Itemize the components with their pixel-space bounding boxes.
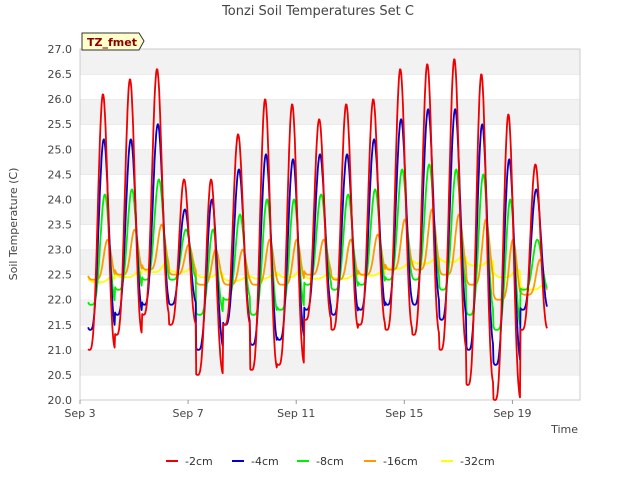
plot-frame	[79, 48, 581, 401]
y-tick-label: 25.0	[48, 143, 73, 156]
legend-label: -8cm	[316, 455, 344, 468]
y-tick-label: 22.0	[48, 294, 73, 307]
x-tick-label: Sep 19	[493, 407, 531, 420]
plot-band	[80, 49, 580, 75]
y-tick-label: 20.0	[48, 394, 73, 407]
y-tick-label: 24.5	[48, 168, 73, 181]
y-tick-label: 23.5	[48, 219, 73, 232]
legend-label: -32cm	[460, 455, 495, 468]
series-line-2cmcm	[87, 58, 548, 401]
plot-band	[80, 124, 580, 150]
y-tick-label: 27.0	[48, 43, 73, 56]
y-axis-label: Soil Temperature (C)	[7, 168, 20, 281]
y-tick-label: 26.5	[48, 68, 73, 81]
y-tick-label: 22.5	[48, 269, 73, 282]
y-axis-ticks: 20.0 20.5 21.0 21.5 22.0 22.5 23.0 23.5 24.0 24.5…	[48, 43, 73, 407]
y-tick-label: 25.5	[48, 118, 73, 131]
site-tag-label: TZ_fmet	[87, 36, 137, 49]
x-tick-label: Sep 3	[64, 407, 95, 420]
x-tick-label: Sep 7	[172, 407, 203, 420]
plot-band	[80, 149, 580, 175]
plot-band	[80, 374, 580, 400]
chart-title: Tonzi Soil Temperatures Set C	[221, 4, 414, 19]
plot-band	[80, 99, 580, 125]
x-tick-label: Sep 11	[277, 407, 315, 420]
site-tag: TZ_fmet	[81, 32, 145, 51]
x-axis-label: Time	[550, 423, 578, 436]
y-tick-label: 23.0	[48, 244, 73, 257]
plot-band	[80, 349, 580, 375]
y-tick-label: 21.0	[48, 344, 73, 357]
y-tick-label: 20.5	[48, 369, 73, 382]
legend: -2cm -4cm -8cm -16cm -32cm	[166, 455, 495, 468]
x-axis-ticks: Sep 3 Sep 7 Sep 11 Sep 15 Sep 19	[64, 400, 532, 420]
legend-label: -16cm	[383, 455, 418, 468]
plot-band	[80, 74, 580, 100]
site-tag-box	[81, 32, 145, 51]
x-tick-label: Sep 15	[385, 407, 423, 420]
legend-label: -4cm	[251, 455, 279, 468]
y-tick-label: 21.5	[48, 319, 73, 332]
y-tick-label: 24.0	[48, 193, 73, 206]
plot-band	[80, 324, 580, 350]
series-lines	[87, 58, 548, 401]
legend-label: -2cm	[185, 455, 213, 468]
y-tick-label: 26.0	[48, 93, 73, 106]
